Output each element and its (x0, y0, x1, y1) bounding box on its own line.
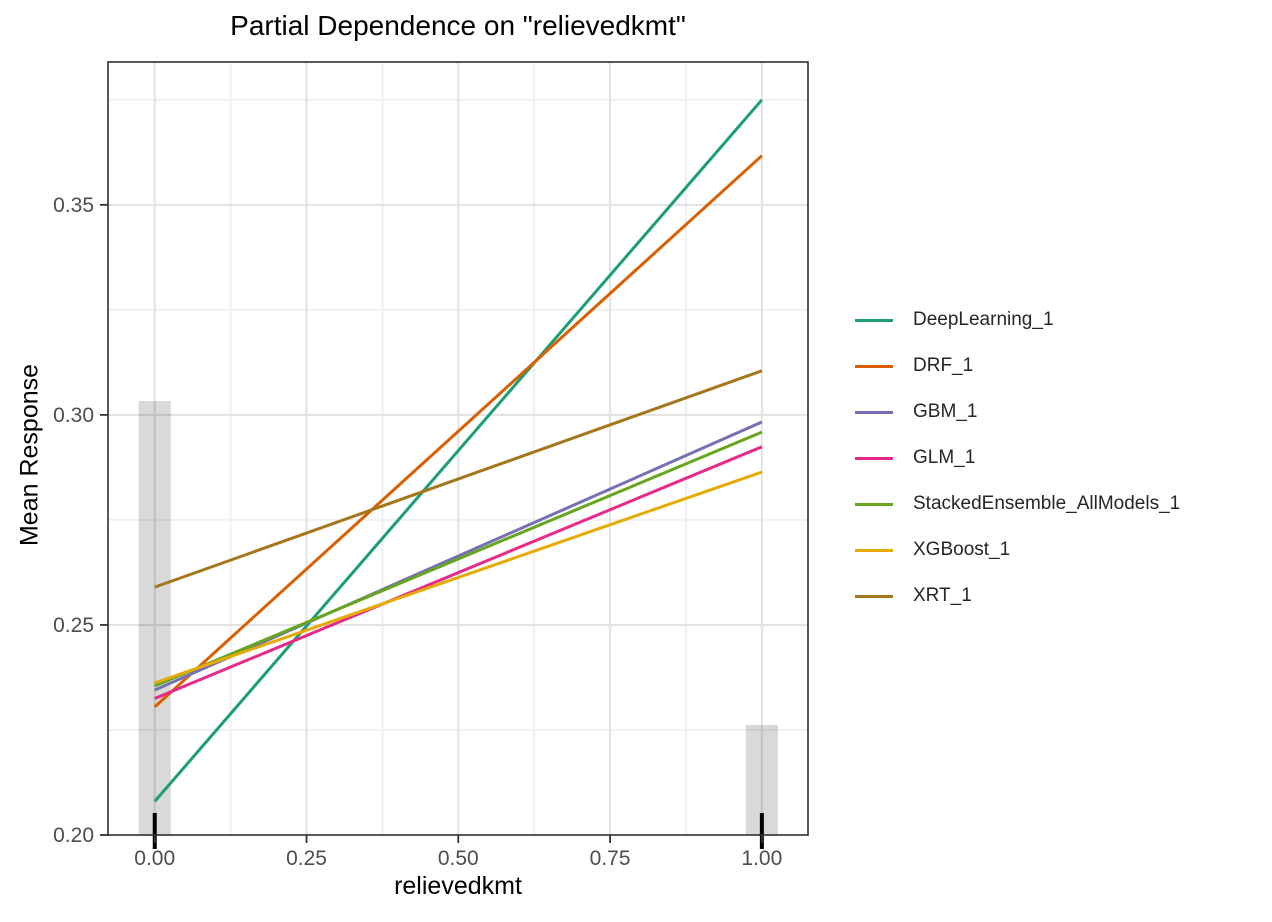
legend-label: DeepLearning_1 (913, 309, 1054, 330)
legend-label: XGBoost_1 (913, 539, 1011, 560)
legend-label: GLM_1 (913, 447, 976, 468)
x-tick-label: 0.50 (438, 847, 479, 870)
histogram-bar (138, 401, 171, 835)
legend-label: StackedEnsemble_AllModels_1 (913, 493, 1181, 514)
x-tick-label: 0.75 (590, 847, 631, 870)
legend-item-StackedEnsemble_AllModels_1: StackedEnsemble_AllModels_1 (855, 490, 1180, 518)
legend: DeepLearning_1 DRF_1 GBM_1 GLM_1 StackedEnse… (855, 306, 1180, 628)
legend-swatch-GLM_1 (855, 456, 893, 460)
legend-item-XRT_1: XRT_1 (855, 582, 1180, 610)
series-line-StackedEnsemble_AllModels_1 (154, 430, 763, 688)
legend-swatch-XRT_1 (855, 594, 893, 598)
series-line-GBM_1 (154, 420, 763, 692)
legend-label: GBM_1 (913, 401, 978, 422)
x-axis-title: relievedkmt (394, 872, 522, 900)
series-line-XRT_1 (154, 369, 763, 589)
x-tick-label: 0.25 (286, 847, 327, 870)
legend-swatch-DeepLearning_1 (855, 318, 893, 322)
x-tick-label: 0.00 (134, 847, 175, 870)
series-line-DeepLearning_1 (153, 98, 763, 803)
legend-label: DRF_1 (913, 355, 974, 376)
legend-item-GLM_1: GLM_1 (855, 444, 1180, 472)
legend-swatch-StackedEnsemble_AllModels_1 (855, 502, 893, 506)
series-line-DRF_1 (153, 154, 763, 708)
legend-item-DRF_1: DRF_1 (855, 352, 1180, 380)
series-line-XGBoost_1 (154, 470, 763, 685)
legend-item-XGBoost_1: XGBoost_1 (855, 536, 1180, 564)
chart-title: Partial Dependence on "relievedkmt" (230, 10, 686, 41)
y-tick-label: 0.30 (53, 404, 94, 427)
x-tick-label: 1.00 (741, 847, 782, 870)
legend-swatch-GBM_1 (855, 410, 893, 414)
y-axis-title: Mean Response (15, 363, 44, 547)
legend-label: XRT_1 (913, 585, 972, 606)
legend-item-GBM_1: GBM_1 (855, 398, 1180, 426)
legend-swatch-XGBoost_1 (855, 548, 893, 552)
legend-item-DeepLearning_1: DeepLearning_1 (855, 306, 1180, 334)
y-tick-label: 0.25 (53, 614, 94, 637)
legend-swatch-DRF_1 (855, 364, 893, 368)
y-tick-label: 0.35 (53, 194, 94, 217)
y-tick-label: 0.20 (53, 824, 94, 847)
series-line-GLM_1 (154, 445, 763, 700)
